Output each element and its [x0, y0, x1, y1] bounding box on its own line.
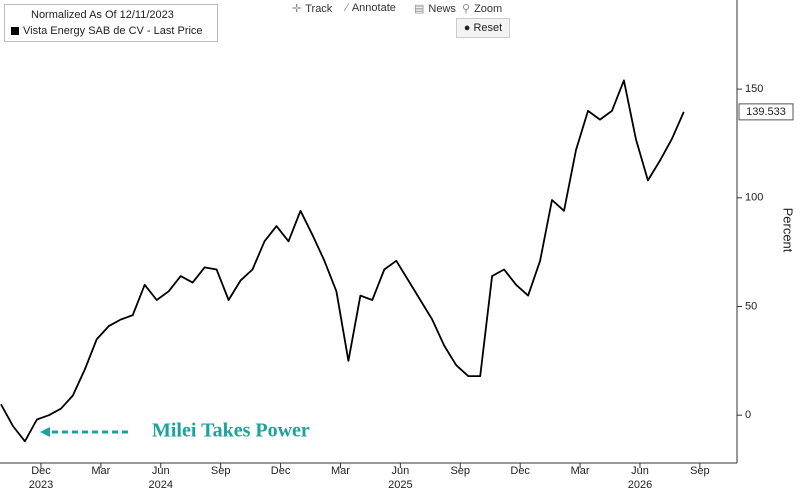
- zoom-label: Zoom: [474, 3, 503, 15]
- annotate-button[interactable]: ∕ Annotate: [346, 2, 396, 14]
- x-tick-label: Mar: [331, 465, 350, 477]
- track-button[interactable]: ✛ Track: [292, 3, 333, 15]
- x-tick-label: Jun: [152, 465, 170, 477]
- year-label: 2026: [628, 479, 652, 491]
- y-tick-label: 100: [745, 192, 763, 204]
- x-tick-label: Dec: [31, 465, 51, 477]
- last-price-box: [738, 103, 794, 121]
- annotation-arrowhead: [40, 427, 50, 437]
- y-tick-label: 150: [745, 83, 763, 95]
- y-tick-label: 50: [745, 300, 757, 312]
- x-tick-label: Jun: [391, 465, 409, 477]
- legend-swatch: [11, 27, 19, 35]
- y-axis-label: Percent: [781, 208, 796, 253]
- year-label: 2023: [29, 479, 53, 491]
- reset-button[interactable]: ● Reset: [456, 18, 510, 38]
- last-price-label: 139.533: [746, 106, 786, 118]
- x-tick-label: Mar: [91, 465, 110, 477]
- year-label: 2025: [388, 479, 412, 491]
- track-label: Track: [305, 3, 333, 15]
- price-line: [0, 79, 685, 443]
- x-tick-label: Sep: [450, 465, 470, 477]
- legend: Normalized As Of 12/11/2023 Vista Energy…: [4, 4, 218, 42]
- x-tick-label: Jun: [631, 465, 649, 477]
- year-label: 2024: [149, 479, 173, 491]
- y-tick-label: 0: [745, 409, 751, 421]
- legend-title: Normalized As Of 12/11/2023: [31, 9, 174, 21]
- x-tick-label: Dec: [510, 465, 530, 477]
- x-tick-label: Mar: [571, 465, 590, 477]
- x-tick-label: Dec: [271, 465, 291, 477]
- annotate-label: Annotate: [351, 2, 396, 14]
- x-tick-label: Sep: [211, 465, 231, 477]
- news-button[interactable]: ▤ News: [414, 3, 456, 15]
- annotation: Milei Takes Power: [152, 420, 310, 442]
- zoom-button[interactable]: ⚲ Zoom: [462, 3, 503, 15]
- legend-entry: Vista Energy SAB de CV - Last Price: [23, 25, 203, 37]
- news-label: News: [428, 3, 456, 15]
- x-tick-label: Sep: [690, 465, 710, 477]
- reset-label: Reset: [473, 22, 503, 34]
